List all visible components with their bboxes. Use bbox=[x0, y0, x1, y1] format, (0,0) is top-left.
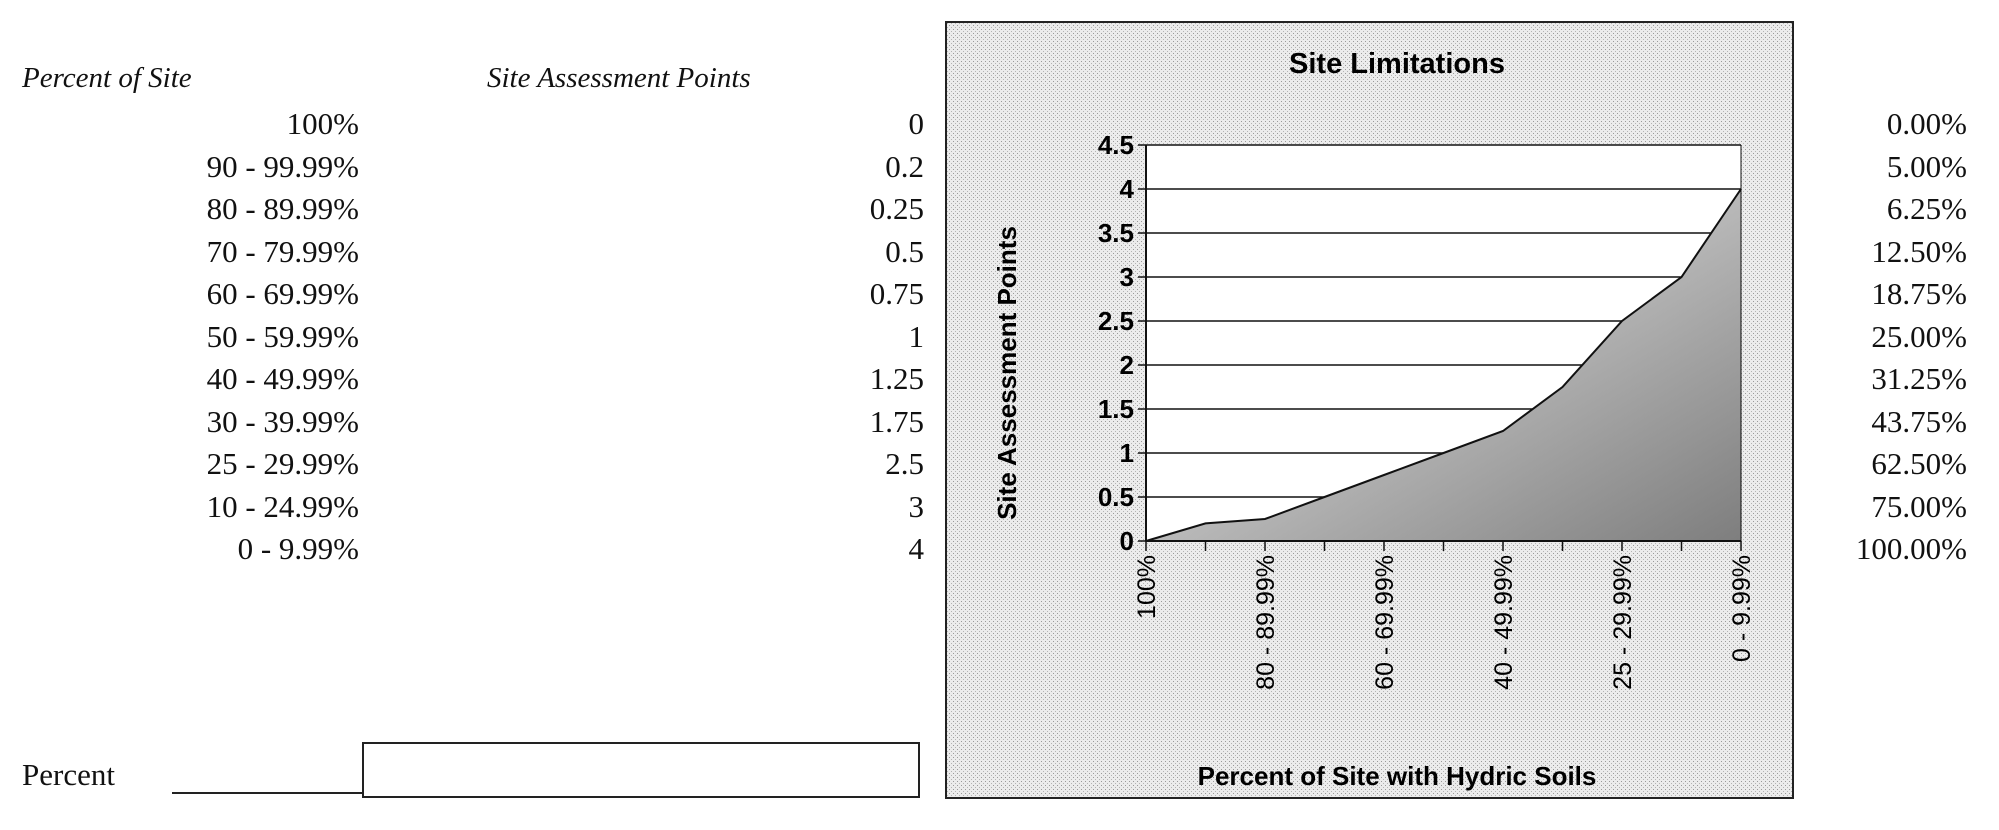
y-tick-label: 0 bbox=[1120, 526, 1134, 556]
row-share: 100.00% bbox=[1855, 531, 1967, 566]
chart-svg: Site Limitations 0 0.5 1 1.5 2 2.5 3 3.5 4 4.5 10… bbox=[945, 21, 1794, 799]
row-percent: 90 - 99.99% bbox=[206, 149, 359, 184]
row-percent: 100% bbox=[286, 106, 359, 141]
x-ticks: 100% 80 - 89.99% 60 - 69.99% 40 - 49.99% 25 … bbox=[1133, 541, 1756, 690]
row-points: 1.25 bbox=[869, 361, 924, 396]
y-tick-label: 3 bbox=[1120, 262, 1134, 292]
row-points: 0.5 bbox=[885, 234, 924, 269]
row-share: 62.50% bbox=[1871, 446, 1967, 481]
x-tick-label: 25 - 29.99% bbox=[1609, 555, 1637, 690]
x-tick-label: 40 - 49.99% bbox=[1490, 555, 1518, 690]
row-points: 0.2 bbox=[885, 149, 924, 184]
row-points: 1.75 bbox=[869, 404, 924, 439]
percent-of-site-header: Percent of Site bbox=[22, 62, 192, 94]
x-tick-label: 80 - 89.99% bbox=[1252, 555, 1280, 690]
x-axis-label: Percent of Site with Hydric Soils bbox=[1198, 761, 1597, 791]
row-points: 0.25 bbox=[869, 191, 924, 226]
x-tick-label: 100% bbox=[1133, 555, 1161, 619]
row-percent: 50 - 59.99% bbox=[206, 319, 359, 354]
row-percent: 10 - 24.99% bbox=[206, 489, 359, 524]
data-line bbox=[1145, 188, 1742, 542]
row-share: 5.00% bbox=[1886, 149, 1967, 184]
row-points: 0 bbox=[908, 106, 925, 141]
site-assessment-points-header: Site Assessment Points bbox=[487, 62, 751, 94]
row-percent: 0 - 9.99% bbox=[237, 531, 359, 566]
x-tick-label: 60 - 69.99% bbox=[1371, 555, 1399, 690]
x-tick-label: 0 - 9.99% bbox=[1728, 555, 1756, 662]
row-share: 0.00% bbox=[1886, 106, 1967, 141]
row-points: 3 bbox=[908, 489, 925, 524]
row-points: 4 bbox=[908, 531, 925, 566]
row-share: 31.25% bbox=[1871, 361, 1967, 396]
row-share: 6.25% bbox=[1886, 191, 1967, 226]
y-axis-label: Site Assessment Points bbox=[992, 226, 1022, 520]
chart-title: Site Limitations bbox=[1289, 48, 1505, 80]
y-tick-label: 4 bbox=[1120, 174, 1135, 204]
y-tick-label: 2.5 bbox=[1098, 306, 1134, 336]
y-tick-label: 2 bbox=[1120, 350, 1134, 380]
row-points: 1 bbox=[908, 319, 925, 354]
y-tick-label: 1.5 bbox=[1098, 394, 1134, 424]
percent-input[interactable] bbox=[362, 742, 920, 798]
row-percent: 30 - 39.99% bbox=[206, 404, 359, 439]
row-share: 25.00% bbox=[1871, 319, 1967, 354]
row-percent: 80 - 89.99% bbox=[206, 191, 359, 226]
row-share: 18.75% bbox=[1871, 276, 1967, 311]
percent-label: Percent bbox=[22, 757, 115, 792]
row-share: 43.75% bbox=[1871, 404, 1967, 439]
row-points: 2.5 bbox=[885, 446, 924, 481]
y-tick-label: 0.5 bbox=[1098, 482, 1134, 512]
data-area bbox=[1146, 189, 1741, 541]
row-share: 12.50% bbox=[1871, 234, 1967, 269]
y-tick-label: 3.5 bbox=[1098, 218, 1134, 248]
row-percent: 25 - 29.99% bbox=[206, 446, 359, 481]
y-tick-label: 4.5 bbox=[1098, 130, 1134, 160]
row-percent: 70 - 79.99% bbox=[206, 234, 359, 269]
site-limitations-chart: Site Limitations 0 0.5 1 1.5 2 2.5 3 3.5 4 4.5 10… bbox=[945, 21, 1794, 804]
y-tick-label: 1 bbox=[1120, 438, 1134, 468]
row-percent: 60 - 69.99% bbox=[206, 276, 359, 311]
percent-underline bbox=[172, 792, 362, 794]
row-share: 75.00% bbox=[1871, 489, 1967, 524]
row-points: 0.75 bbox=[869, 276, 924, 311]
row-percent: 40 - 49.99% bbox=[206, 361, 359, 396]
y-ticks: 0 0.5 1 1.5 2 2.5 3 3.5 4 4.5 bbox=[1098, 130, 1146, 556]
